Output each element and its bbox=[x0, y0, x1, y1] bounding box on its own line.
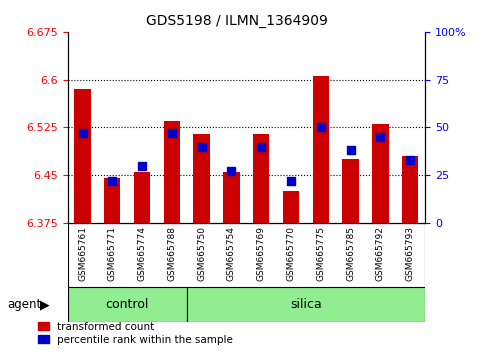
Point bbox=[168, 130, 176, 136]
Text: silica: silica bbox=[290, 298, 322, 311]
Point bbox=[138, 163, 146, 169]
Bar bbox=[313, 76, 329, 223]
Point bbox=[377, 134, 384, 140]
Point bbox=[79, 130, 86, 136]
Bar bbox=[194, 134, 210, 223]
Bar bbox=[372, 124, 388, 223]
Text: GSM665771: GSM665771 bbox=[108, 226, 117, 281]
Legend: transformed count, percentile rank within the sample: transformed count, percentile rank withi… bbox=[34, 317, 237, 349]
Point bbox=[317, 125, 325, 130]
Text: GSM665788: GSM665788 bbox=[168, 226, 176, 281]
Point bbox=[406, 157, 414, 163]
Point bbox=[109, 178, 116, 184]
Text: GSM665774: GSM665774 bbox=[138, 226, 146, 281]
Text: GSM665750: GSM665750 bbox=[197, 226, 206, 281]
Text: GSM665754: GSM665754 bbox=[227, 226, 236, 281]
Text: agent: agent bbox=[7, 298, 42, 311]
Bar bbox=[342, 159, 359, 223]
Text: GSM665761: GSM665761 bbox=[78, 226, 87, 281]
Bar bbox=[68, 287, 187, 322]
Point bbox=[287, 178, 295, 184]
Bar bbox=[104, 178, 120, 223]
Text: GDS5198 / ILMN_1364909: GDS5198 / ILMN_1364909 bbox=[146, 14, 327, 28]
Point bbox=[257, 144, 265, 149]
Bar bbox=[402, 156, 418, 223]
Bar bbox=[74, 89, 91, 223]
Text: GSM665792: GSM665792 bbox=[376, 226, 385, 281]
Text: GSM665769: GSM665769 bbox=[257, 226, 266, 281]
Text: ▶: ▶ bbox=[40, 298, 49, 311]
Bar bbox=[283, 191, 299, 223]
Point bbox=[198, 144, 206, 149]
Bar bbox=[253, 134, 270, 223]
Bar bbox=[223, 172, 240, 223]
Point bbox=[227, 169, 235, 174]
Bar bbox=[187, 287, 425, 322]
Text: GSM665775: GSM665775 bbox=[316, 226, 325, 281]
Bar bbox=[134, 172, 150, 223]
Bar bbox=[164, 121, 180, 223]
Point bbox=[347, 148, 355, 153]
Text: GSM665785: GSM665785 bbox=[346, 226, 355, 281]
Text: GSM665793: GSM665793 bbox=[406, 226, 414, 281]
Text: control: control bbox=[105, 298, 149, 311]
Text: GSM665770: GSM665770 bbox=[286, 226, 296, 281]
